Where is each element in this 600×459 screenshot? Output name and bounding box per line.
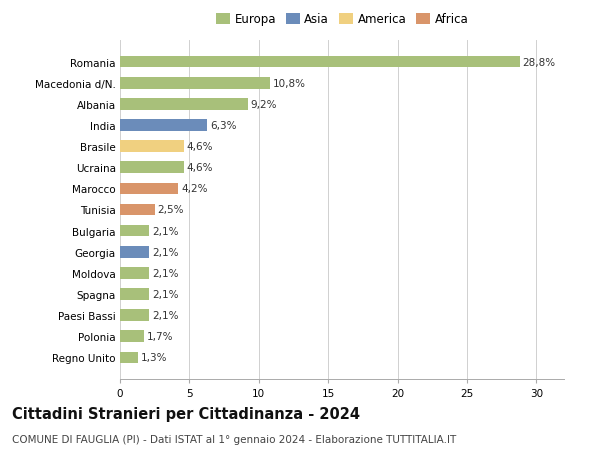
Text: 2,1%: 2,1% — [152, 310, 178, 320]
Text: 2,1%: 2,1% — [152, 247, 178, 257]
Text: 2,1%: 2,1% — [152, 226, 178, 236]
Bar — [120, 204, 155, 216]
Text: 4,2%: 4,2% — [181, 184, 208, 194]
Text: 2,1%: 2,1% — [152, 268, 178, 278]
Text: 28,8%: 28,8% — [523, 57, 556, 67]
Legend: Europa, Asia, America, Africa: Europa, Asia, America, Africa — [214, 11, 470, 28]
Bar — [120, 99, 248, 111]
Bar — [120, 78, 270, 90]
Text: 2,1%: 2,1% — [152, 289, 178, 299]
Bar — [120, 309, 149, 321]
Text: COMUNE DI FAUGLIA (PI) - Dati ISTAT al 1° gennaio 2024 - Elaborazione TUTTITALIA: COMUNE DI FAUGLIA (PI) - Dati ISTAT al 1… — [12, 434, 456, 444]
Text: 1,7%: 1,7% — [146, 331, 173, 341]
Text: 6,3%: 6,3% — [210, 121, 236, 131]
Text: 9,2%: 9,2% — [250, 100, 277, 110]
Text: 10,8%: 10,8% — [272, 78, 305, 89]
Bar — [120, 183, 178, 195]
Bar — [120, 268, 149, 279]
Bar — [120, 120, 208, 131]
Text: 1,3%: 1,3% — [141, 353, 167, 363]
Bar — [120, 330, 143, 342]
Text: 2,5%: 2,5% — [157, 205, 184, 215]
Text: 4,6%: 4,6% — [187, 142, 213, 152]
Bar — [120, 246, 149, 258]
Text: Cittadini Stranieri per Cittadinanza - 2024: Cittadini Stranieri per Cittadinanza - 2… — [12, 406, 360, 421]
Text: 4,6%: 4,6% — [187, 163, 213, 173]
Bar — [120, 141, 184, 152]
Bar — [120, 162, 184, 174]
Bar — [120, 352, 138, 364]
Bar — [120, 56, 520, 68]
Bar — [120, 289, 149, 300]
Bar — [120, 225, 149, 237]
